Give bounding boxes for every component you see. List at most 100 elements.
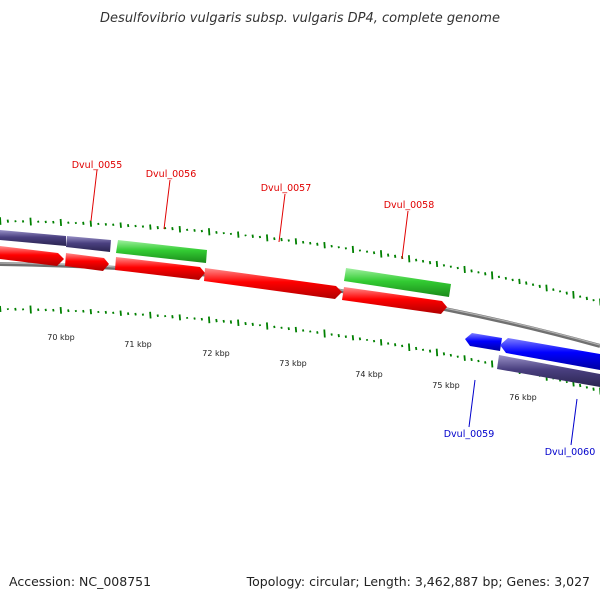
skew-tick xyxy=(394,343,397,347)
skew-tick xyxy=(428,260,432,265)
gene-label-dvul-0060[interactable]: Dvul_0060 xyxy=(545,398,596,458)
gene-arrow-dvul-0059[interactable] xyxy=(465,333,502,351)
skew-tick xyxy=(14,220,17,223)
skew-tick xyxy=(112,311,115,315)
skew-tick xyxy=(456,355,459,358)
skew-tick xyxy=(330,333,333,336)
skew-tick xyxy=(164,226,167,230)
skew-tick xyxy=(37,220,40,223)
skew-tick xyxy=(82,221,85,225)
skew-tick xyxy=(44,220,47,224)
skew-tick xyxy=(178,314,181,321)
skew-tick xyxy=(134,312,137,316)
kbp-label: 74 kbp xyxy=(355,370,383,379)
skew-tick xyxy=(456,266,459,270)
skew-tick xyxy=(585,296,588,301)
kbp-label: 73 kbp xyxy=(279,359,307,368)
skew-tick xyxy=(435,260,439,267)
skew-tick xyxy=(21,308,25,311)
gene-arrow-dvul-0060[interactable] xyxy=(500,338,600,370)
genome-backbone-highlight xyxy=(0,262,600,346)
skew-tick xyxy=(372,339,376,343)
skew-tick xyxy=(435,348,439,357)
skew-tick xyxy=(280,326,283,329)
skew-tick xyxy=(193,229,196,232)
kbp-label: 75 kbp xyxy=(432,381,460,390)
skew-tick xyxy=(178,226,181,233)
skew-tick xyxy=(558,290,562,293)
skew-tick xyxy=(330,244,333,248)
rna-gene-1[interactable] xyxy=(116,240,207,263)
skew-tick xyxy=(365,338,369,342)
skew-tick xyxy=(193,317,196,320)
skew-tick xyxy=(134,224,137,228)
feature-other-2[interactable] xyxy=(66,236,111,252)
skew-tick xyxy=(351,245,355,253)
skew-tick xyxy=(89,309,92,315)
skew-tick xyxy=(408,343,411,352)
skew-tick xyxy=(565,380,568,384)
skew-tick xyxy=(37,308,40,312)
skew-tick xyxy=(484,272,487,276)
gene-arrow-forward-1[interactable] xyxy=(0,246,64,266)
gene-label-dvul-0059[interactable]: Dvul_0059 xyxy=(444,379,495,440)
gene-label-dvul-0057[interactable]: Dvul_0057 xyxy=(261,183,312,243)
gc-skew-ticks-lower xyxy=(0,305,600,395)
skew-tick xyxy=(491,271,494,280)
skew-tick xyxy=(149,311,152,319)
gene-label-dvul-0055[interactable]: Dvul_0055 xyxy=(72,160,123,222)
skew-tick xyxy=(200,229,203,233)
skew-tick xyxy=(387,342,390,345)
skew-tick xyxy=(592,387,595,391)
skew-tick xyxy=(74,309,77,313)
skew-tick xyxy=(208,316,211,324)
skew-tick xyxy=(186,316,189,320)
skew-tick xyxy=(358,337,362,341)
skew-tick xyxy=(222,232,225,235)
skew-tick xyxy=(280,237,283,242)
gene-label-text: Dvul_0060 xyxy=(545,447,596,458)
skew-tick xyxy=(387,253,390,257)
gene-arrow-dvul-0055[interactable] xyxy=(65,253,109,271)
skew-tick xyxy=(251,322,254,326)
skew-tick xyxy=(538,284,541,288)
skew-tick xyxy=(0,305,2,313)
gene-label-dvul-0056[interactable]: Dvul_0056 xyxy=(146,169,197,230)
skew-tick xyxy=(215,231,218,234)
skew-tick xyxy=(229,320,233,324)
kbp-label: 70 kbp xyxy=(47,333,75,342)
skew-tick xyxy=(294,238,298,245)
skew-tick xyxy=(89,220,92,227)
gene-arrow-dvul-0058[interactable] xyxy=(342,287,447,314)
skew-tick xyxy=(565,291,568,295)
skew-tick xyxy=(470,269,473,273)
gene-arrow-dvul-0056[interactable] xyxy=(115,257,205,280)
skew-tick xyxy=(463,355,466,361)
skew-tick xyxy=(302,329,305,332)
skew-tick xyxy=(316,242,319,246)
skew-tick xyxy=(222,319,225,323)
skew-tick xyxy=(237,231,240,238)
skew-tick xyxy=(52,308,55,312)
rna-gene-2[interactable] xyxy=(344,268,451,297)
skew-tick xyxy=(477,359,480,363)
skew-tick xyxy=(251,234,254,238)
skew-tick xyxy=(266,234,269,242)
skew-tick xyxy=(14,307,17,311)
feature-other-1[interactable] xyxy=(0,230,66,246)
skew-tick xyxy=(511,278,514,282)
skew-tick xyxy=(258,324,262,327)
kbp-scale: 70 kbp 71 kbp 72 kbp 73 kbp 74 kbp 75 kb… xyxy=(47,333,537,402)
skew-tick xyxy=(365,250,369,253)
skew-tick xyxy=(449,353,452,357)
skew-tick xyxy=(0,217,2,225)
gc-skew-ticks-upper xyxy=(0,217,600,306)
gene-label-dvul-0058[interactable]: Dvul_0058 xyxy=(384,200,435,260)
feature-other-3[interactable] xyxy=(497,355,600,387)
skew-tick xyxy=(323,242,326,249)
skew-tick xyxy=(491,360,494,368)
skew-tick xyxy=(294,326,298,333)
skew-tick xyxy=(525,281,528,285)
gene-arrow-dvul-0057[interactable] xyxy=(204,268,342,299)
